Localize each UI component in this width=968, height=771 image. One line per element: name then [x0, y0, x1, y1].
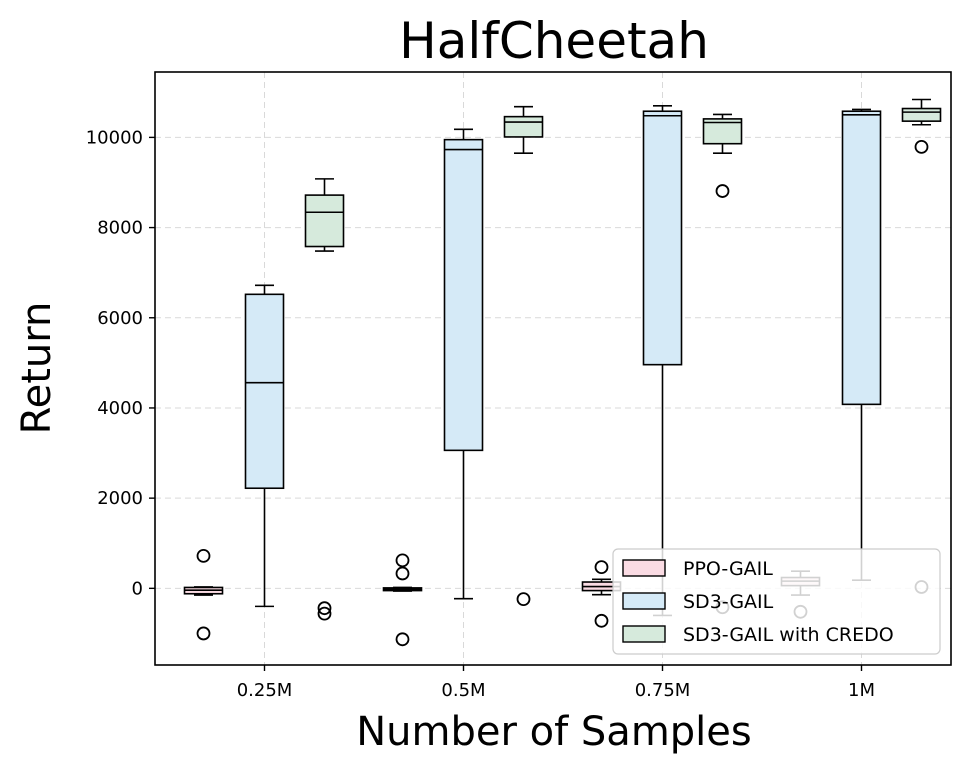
iqr-box [841, 110, 882, 406]
y-tick-label: 10000 [86, 127, 143, 148]
iqr-box [642, 110, 683, 366]
legend-label: SD3-GAIL with CREDO [683, 624, 894, 646]
y-tick-label: 4000 [97, 398, 143, 419]
outlier-point [196, 626, 211, 641]
iqr-box [304, 194, 345, 248]
box-group [901, 98, 942, 594]
box-group [642, 105, 683, 617]
box-group [841, 108, 882, 582]
axis-ticks: 0 2000 4000 6000 8000 10000 0.25M 0.5M 0.75M 1M [86, 127, 875, 701]
x-axis-label: Number of Samples [356, 709, 752, 755]
outlier-point [196, 548, 211, 563]
x-tick-label: 0.75M [635, 680, 691, 701]
outlier-point [594, 560, 609, 575]
plot-frame [154, 71, 952, 666]
y-axis-label: Return [14, 302, 60, 435]
outlier-point [395, 553, 410, 568]
x-tick-label: 0.25M [237, 680, 293, 701]
legend-frame [612, 548, 941, 655]
iqr-box [901, 107, 942, 122]
outlier-point [516, 592, 531, 607]
legend: PPO-GAIL SD3-GAIL SD3-GAIL with CREDO [612, 548, 941, 655]
outlier-point [715, 184, 730, 198]
outlier-point [395, 566, 410, 581]
x-tick-label: 1M [848, 680, 875, 701]
iqr-box [443, 138, 484, 452]
outlier-point [395, 632, 410, 647]
legend-label: SD3-GAIL [683, 591, 774, 613]
y-tick-label: 0 [132, 578, 143, 599]
iqr-box [244, 293, 285, 490]
box-group [702, 113, 743, 615]
box-group [183, 548, 224, 641]
legend-label: PPO-GAIL [683, 558, 773, 580]
box-group [244, 284, 285, 608]
outlier-point [914, 139, 929, 154]
legend-swatch [622, 559, 666, 577]
box-group [304, 178, 345, 621]
box-group [382, 553, 423, 647]
outlier-point [594, 613, 609, 628]
y-tick-label: 6000 [97, 308, 143, 329]
chart-title: HalfCheetah [399, 12, 709, 70]
legend-swatch [622, 592, 666, 610]
box-group [443, 128, 484, 600]
legend-swatch [622, 625, 666, 643]
y-tick-label: 2000 [97, 488, 143, 509]
box-group [503, 105, 544, 607]
y-tick-label: 8000 [97, 218, 143, 239]
outlier-point [317, 601, 332, 616]
x-tick-label: 0.5M [441, 680, 485, 701]
outlier-point [317, 606, 332, 621]
iqr-box [503, 115, 544, 138]
